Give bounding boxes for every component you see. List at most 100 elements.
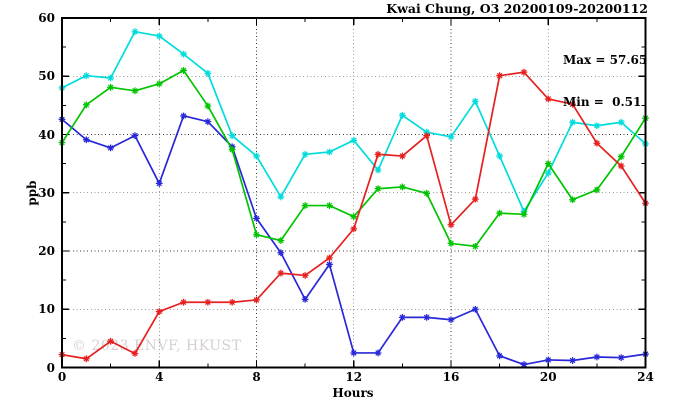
data-point-marker xyxy=(496,209,504,217)
data-point-marker xyxy=(131,87,139,95)
data-point-marker xyxy=(326,260,333,268)
chart-title: Kwai Chung, O3 20200109-20200112 xyxy=(386,1,648,16)
data-point-marker xyxy=(180,67,187,74)
data-point-marker xyxy=(155,180,163,187)
series-cyan-markers xyxy=(58,28,649,215)
data-point-marker xyxy=(398,111,406,119)
data-point-marker xyxy=(374,150,382,158)
data-point-marker xyxy=(593,353,601,361)
data-point-marker xyxy=(277,193,285,201)
data-point-marker xyxy=(277,269,285,277)
series-green xyxy=(58,67,649,250)
data-point-marker xyxy=(228,146,236,154)
data-point-marker xyxy=(107,144,115,152)
data-point-marker xyxy=(496,152,504,160)
data-point-marker xyxy=(228,298,236,306)
data-point-marker xyxy=(326,202,333,209)
data-point-marker xyxy=(593,122,601,130)
data-point-marker xyxy=(180,112,187,120)
max-value-label: Max = 57.65 xyxy=(563,53,648,67)
data-point-marker xyxy=(107,74,115,82)
data-point-marker xyxy=(204,102,212,110)
max-min-annotation: Max = 57.65 Min = 0.51 xyxy=(563,25,647,137)
data-point-marker xyxy=(204,118,212,126)
x-tick-label: 20 xyxy=(539,370,557,384)
min-value-label: Min = 0.51 xyxy=(563,95,642,109)
x-tick-label: 8 xyxy=(252,370,261,384)
data-point-marker xyxy=(544,160,552,168)
x-tick-label: 24 xyxy=(637,370,654,384)
data-point-marker xyxy=(253,214,260,222)
data-point-marker xyxy=(593,186,601,194)
data-point-marker xyxy=(544,95,552,103)
data-point-marker xyxy=(617,153,625,161)
series-green-markers xyxy=(58,67,649,250)
y-tick-label: 60 xyxy=(38,11,55,25)
data-point-marker xyxy=(447,316,455,324)
data-point-marker xyxy=(326,148,333,156)
data-point-marker xyxy=(82,355,90,363)
data-point-marker xyxy=(569,357,576,364)
data-point-marker xyxy=(447,133,455,141)
data-point-marker xyxy=(447,221,455,229)
y-tick-label: 50 xyxy=(38,69,55,84)
data-point-marker xyxy=(301,150,309,158)
data-point-marker xyxy=(544,356,552,364)
y-tick-label: 20 xyxy=(38,244,55,258)
data-point-marker xyxy=(350,225,358,233)
data-point-marker xyxy=(447,240,455,247)
data-point-marker xyxy=(617,354,625,361)
data-point-marker xyxy=(617,162,625,170)
data-point-marker xyxy=(253,296,260,304)
data-point-marker xyxy=(180,298,187,306)
data-point-marker xyxy=(350,136,358,144)
data-point-marker xyxy=(496,352,504,360)
y-tick-label: 10 xyxy=(38,302,55,317)
data-point-marker xyxy=(374,349,382,357)
data-point-marker xyxy=(423,189,431,197)
data-point-marker xyxy=(131,132,139,140)
data-point-marker xyxy=(155,32,163,40)
data-point-marker xyxy=(471,305,479,313)
data-point-marker xyxy=(398,183,406,191)
data-point-marker xyxy=(520,361,528,368)
data-point-marker xyxy=(350,213,358,221)
data-point-marker xyxy=(398,314,406,321)
data-point-marker xyxy=(204,298,212,306)
y-tick-label: 40 xyxy=(38,127,55,142)
x-tick-label: 16 xyxy=(442,370,460,384)
data-point-marker xyxy=(131,350,139,357)
data-point-marker xyxy=(617,118,625,126)
data-point-marker xyxy=(569,118,576,126)
data-point-marker xyxy=(82,136,90,144)
series-cyan xyxy=(58,28,649,215)
data-point-marker xyxy=(423,128,431,136)
data-point-marker xyxy=(82,101,90,109)
data-point-marker xyxy=(301,272,309,279)
data-point-marker xyxy=(180,50,187,58)
data-point-marker xyxy=(593,139,601,147)
watermark: © 2023 ENVF, HKUST xyxy=(72,338,242,354)
gridlines xyxy=(62,18,646,368)
data-point-marker xyxy=(107,83,115,91)
data-point-marker xyxy=(471,195,479,203)
data-point-marker xyxy=(374,166,382,174)
data-point-marker xyxy=(423,314,431,321)
data-point-marker xyxy=(228,132,236,140)
data-point-marker xyxy=(131,28,139,36)
data-point-marker xyxy=(155,308,163,315)
y-tick-label: 0 xyxy=(46,360,55,375)
data-point-marker xyxy=(471,242,479,250)
data-point-marker xyxy=(253,152,260,160)
data-point-marker xyxy=(350,349,358,357)
data-point-marker xyxy=(277,249,285,257)
data-point-marker xyxy=(544,169,552,177)
data-point-marker xyxy=(155,80,163,88)
x-axis-label: Hours xyxy=(332,386,374,400)
x-tick-label: 0 xyxy=(57,370,67,384)
data-point-marker xyxy=(520,68,528,76)
data-point-marker xyxy=(253,231,260,239)
series-blue xyxy=(58,112,649,368)
data-point-marker xyxy=(301,202,309,209)
